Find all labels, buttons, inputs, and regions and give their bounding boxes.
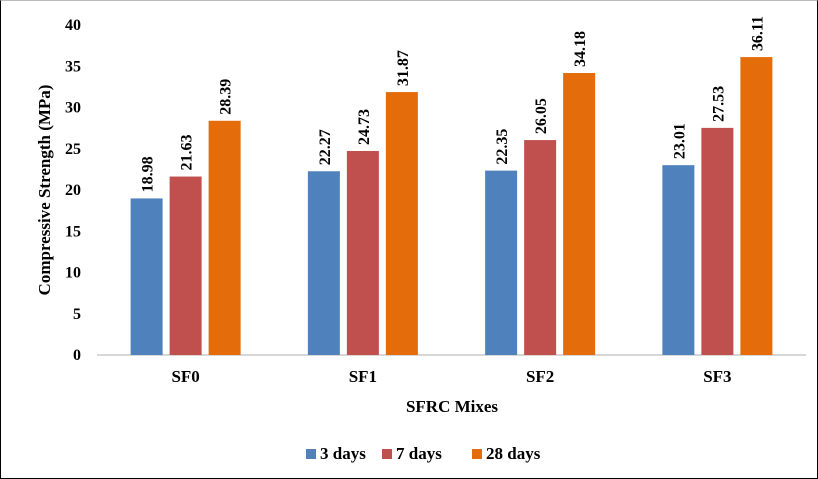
- y-axis-title: Compressive Strength (MPa): [35, 85, 54, 296]
- data-label: 24.73: [356, 109, 373, 145]
- y-tick-label: 0: [73, 347, 81, 364]
- bar-sf3-7-days: [701, 127, 734, 355]
- legend-item: 3 days: [306, 444, 366, 463]
- x-tick-label: SF2: [526, 367, 554, 386]
- x-tick-label: SF1: [349, 367, 377, 386]
- bar-sf0-7-days: [169, 176, 202, 355]
- x-axis-title: SFRC Mixes: [406, 397, 498, 416]
- bars: [130, 57, 773, 355]
- y-tick-label: 40: [65, 17, 81, 34]
- legend-label: 3 days: [320, 444, 366, 463]
- y-tick-label: 35: [65, 58, 81, 75]
- y-tick-label: 5: [73, 306, 81, 323]
- y-tick-labels: 0 5 10 15 20 25 30 35 40: [65, 17, 81, 364]
- bar-sf0-3-days: [130, 198, 163, 355]
- bar-sf2-7-days: [524, 140, 557, 355]
- bar-sf2-3-days: [485, 170, 518, 355]
- legend-swatch: [382, 449, 392, 459]
- data-labels: 18.98 21.63 28.39 22.27 24.73 31.87 22.35 26.05…: [140, 16, 767, 192]
- bar-sf0-28-days: [208, 120, 241, 355]
- legend-item: 7 days: [382, 444, 442, 463]
- data-label: 26.05: [533, 98, 550, 134]
- data-label: 23.01: [671, 123, 688, 159]
- bar-sf1-28-days: [385, 92, 418, 355]
- data-label: 28.39: [218, 79, 235, 115]
- data-label: 22.27: [317, 129, 334, 165]
- bar-sf3-3-days: [662, 165, 695, 355]
- y-tick-label: 25: [65, 141, 81, 158]
- data-label: 34.18: [572, 31, 589, 67]
- y-tick-label: 30: [65, 100, 81, 117]
- y-tick-label: 15: [65, 223, 81, 240]
- data-label: 22.35: [494, 129, 511, 165]
- bar-sf3-28-days: [740, 57, 773, 355]
- x-tick-label: SF3: [703, 367, 731, 386]
- bar-sf1-7-days: [346, 150, 379, 355]
- y-tick-label: 20: [65, 182, 81, 199]
- data-label: 18.98: [140, 156, 157, 192]
- data-label: 31.87: [395, 50, 412, 86]
- legend-label: 7 days: [396, 444, 442, 463]
- legend-swatch: [306, 449, 316, 459]
- data-label: 27.53: [710, 86, 727, 122]
- data-label: 21.63: [179, 135, 196, 171]
- legend-swatch: [472, 449, 482, 459]
- data-label: 36.11: [749, 16, 766, 51]
- legend-label: 28 days: [486, 444, 541, 463]
- bar-sf2-28-days: [563, 73, 596, 355]
- legend-item: 28 days: [472, 444, 541, 463]
- legend: 3 days 7 days 28 days: [306, 444, 541, 463]
- bar-sf1-3-days: [307, 171, 340, 355]
- x-tick-labels: SF0 SF1 SF2 SF3: [171, 367, 731, 386]
- y-axis-title-group: Compressive Strength (MPa): [35, 85, 54, 296]
- y-tick-label: 10: [65, 265, 81, 282]
- x-tick-label: SF0: [171, 367, 199, 386]
